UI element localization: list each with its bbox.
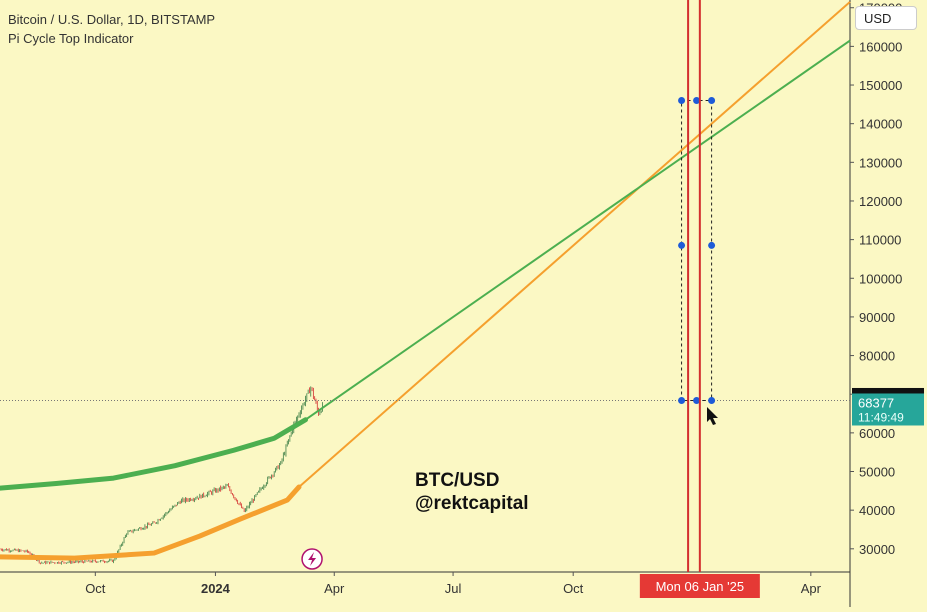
- measurement-handle[interactable]: [708, 241, 716, 249]
- y-tick-label: 150000: [859, 78, 902, 93]
- measurement-box[interactable]: [681, 99, 713, 401]
- current-price-label-bg: [852, 393, 924, 426]
- y-tick-label: 80000: [859, 349, 895, 364]
- measurement-handle[interactable]: [708, 96, 716, 104]
- chart-title: Bitcoin / U.S. Dollar, 1D, BITSTAMP: [8, 12, 216, 27]
- green-ma-line-history: [0, 417, 309, 491]
- watermark-symbol: BTC/USD: [415, 470, 500, 491]
- watermark-author: @rektcapital: [415, 493, 529, 514]
- y-tick-label: 110000: [859, 233, 901, 248]
- crosshair-date-label: Mon 06 Jan '25: [656, 579, 745, 594]
- x-tick-label: Apr: [324, 581, 345, 596]
- y-tick-label: 40000: [859, 503, 895, 518]
- crosshair-date-label-bg: [639, 574, 760, 598]
- measurement-handle[interactable]: [678, 96, 686, 104]
- current-price-label: 68377: [858, 395, 894, 410]
- measurement-handle[interactable]: [678, 396, 686, 404]
- y-tick-label: 100000: [859, 271, 902, 286]
- y-tick-label: 130000: [859, 155, 902, 170]
- x-tick-label: Jul: [445, 581, 462, 596]
- y-tick-label: 120000: [859, 194, 902, 209]
- orange-ma-line-history: [0, 484, 302, 561]
- x-tick-label: Apr: [801, 581, 822, 596]
- measurement-handle[interactable]: [693, 96, 701, 104]
- measurement-handle[interactable]: [693, 396, 701, 404]
- indicator-title: Pi Cycle Top Indicator: [8, 31, 134, 46]
- green-ma-line-projection[interactable]: [304, 39, 851, 421]
- candle-countdown-label: 11:49:49: [858, 410, 904, 424]
- y-tick-label: 160000: [859, 39, 902, 54]
- x-tick-label: Oct: [563, 581, 584, 596]
- y-tick-label: 60000: [859, 426, 895, 441]
- y-tick-label: 140000: [859, 117, 902, 132]
- x-tick-label: 2024: [201, 581, 231, 596]
- currency-selector-button[interactable]: USD: [855, 6, 917, 30]
- measurement-handle[interactable]: [678, 241, 686, 249]
- lightning-bolt-glyph: [308, 552, 317, 566]
- y-tick-label: 90000: [859, 310, 895, 325]
- measurement-handle[interactable]: [708, 396, 716, 404]
- mouse-cursor-icon: [707, 407, 718, 425]
- orange-ma-line-projection[interactable]: [298, 1, 851, 488]
- y-tick-label: 50000: [859, 465, 895, 480]
- y-tick-label: 30000: [859, 542, 895, 557]
- x-tick-label: Oct: [85, 581, 106, 596]
